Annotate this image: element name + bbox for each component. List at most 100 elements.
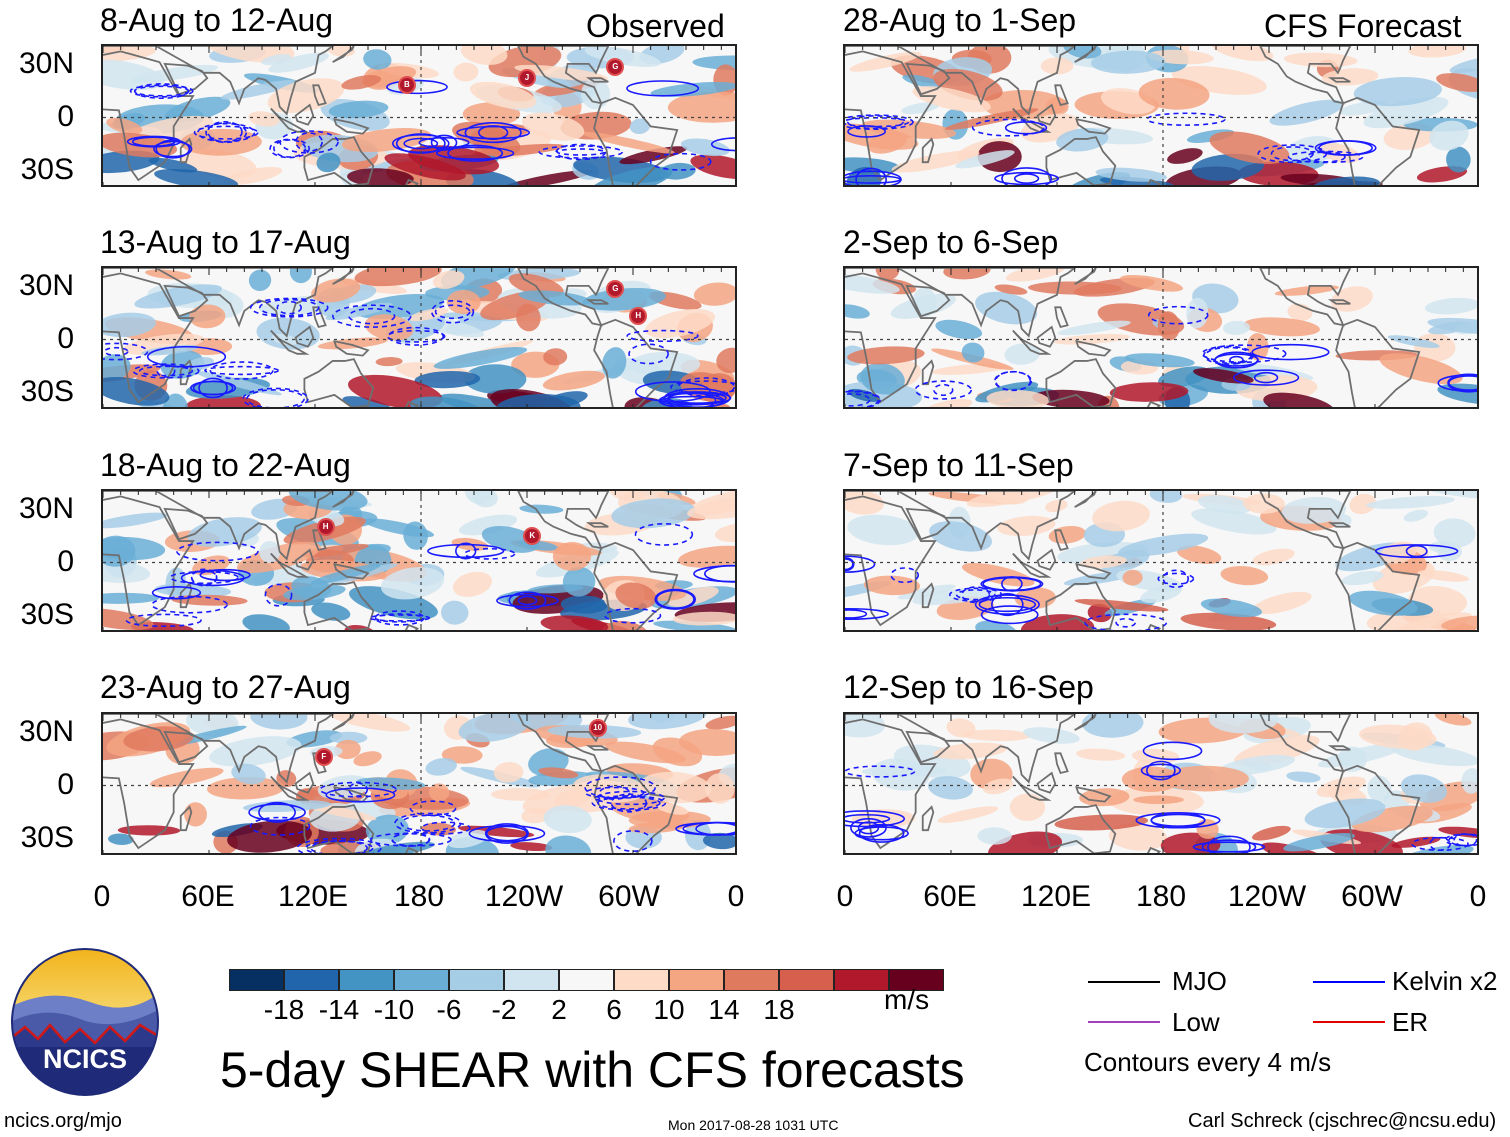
shear-shading <box>154 168 239 185</box>
kelvin-contour <box>659 395 724 406</box>
coastline <box>103 50 195 182</box>
legend-label-er: ER <box>1392 1007 1429 1037</box>
kelvin-contour <box>1001 167 1053 185</box>
coastline <box>404 846 420 853</box>
kelvin-contour <box>205 122 248 144</box>
shear-shading <box>311 278 361 303</box>
shear-shading <box>490 788 550 801</box>
shear-shading <box>1092 500 1150 532</box>
x-label-180-left: 180 <box>393 880 445 913</box>
map-panel-forecast-1 <box>843 44 1479 187</box>
shear-shading <box>242 799 331 813</box>
shear-shading <box>365 814 409 845</box>
coastline <box>303 136 375 185</box>
shear-shading <box>184 395 262 407</box>
kelvin-contour <box>994 171 1060 185</box>
coastline <box>1335 96 1421 185</box>
coastline <box>1146 178 1162 185</box>
kelvin-contour <box>138 365 194 377</box>
kelvin-contour <box>248 803 306 822</box>
kelvin-contour <box>704 564 735 583</box>
kelvin-contour <box>1013 173 1040 184</box>
kelvin-contour <box>368 614 431 622</box>
kelvin-contour <box>1437 374 1477 392</box>
shear-shading <box>206 777 285 800</box>
shear-shading <box>181 148 257 179</box>
colorbar-swatch <box>889 969 944 991</box>
shear-shading <box>1242 760 1272 771</box>
shear-shading <box>311 602 351 621</box>
coastline <box>1075 118 1112 135</box>
shear-shading <box>588 166 673 185</box>
kelvin-contour <box>658 392 725 407</box>
shear-shading <box>1461 768 1477 794</box>
cfs-forecast-label: CFS Forecast <box>1264 8 1462 44</box>
shear-shading <box>325 302 393 321</box>
shear-shading <box>288 491 368 511</box>
shear-shading <box>1118 533 1209 557</box>
kelvin-contour <box>1004 121 1048 135</box>
kelvin-contour <box>259 298 320 317</box>
coastline <box>163 730 209 764</box>
shear-shading <box>629 118 651 135</box>
shear-shading <box>983 778 1014 795</box>
shear-shading <box>493 762 524 783</box>
shear-shading <box>1040 57 1074 75</box>
coastline <box>1074 491 1097 508</box>
kelvin-contour <box>153 140 193 158</box>
shear-shading <box>261 54 292 66</box>
map-panel-observed-4: F 10 <box>101 712 737 855</box>
shear-shading <box>469 81 537 109</box>
shear-shading <box>103 512 168 529</box>
coastline <box>1327 522 1351 528</box>
coastline <box>585 299 609 305</box>
shear-shading <box>481 526 540 553</box>
kelvin-contour <box>125 613 202 628</box>
colorbar-swatch <box>834 969 889 991</box>
y-label-0-1: 0 <box>57 100 74 133</box>
shear-shading <box>687 495 735 520</box>
shear-shading <box>1180 612 1277 630</box>
shear-shading <box>362 841 435 853</box>
kelvin-contour <box>1162 569 1189 589</box>
kelvin-contour <box>974 594 1040 615</box>
colorbar-units: m/s <box>884 984 930 1015</box>
kelvin-contour <box>1207 835 1251 853</box>
shear-shading <box>693 282 735 306</box>
shear-shading <box>1167 148 1203 164</box>
kelvin-contour <box>597 796 661 810</box>
shear-shading <box>496 394 581 407</box>
map-svg <box>845 714 1477 853</box>
coastline <box>1054 306 1069 329</box>
coastline <box>1036 771 1057 794</box>
storm-marker: 10 <box>590 721 605 736</box>
colorbar-tick-label: -2 <box>491 994 517 1025</box>
legend-label-mjo: MJO <box>1172 966 1227 996</box>
shear-shading <box>1311 176 1381 185</box>
shear-shading <box>1109 382 1189 402</box>
kelvin-contour <box>626 80 700 97</box>
shear-shading <box>464 364 527 394</box>
shear-shading <box>540 615 609 630</box>
shear-shading <box>356 777 426 790</box>
colorbar-tick-label: -18 <box>263 994 305 1025</box>
footer-url[interactable]: ncics.org/mjo <box>4 1110 122 1132</box>
kelvin-contour <box>991 593 1024 617</box>
kelvin-contour <box>348 307 396 325</box>
kelvin-contour <box>948 587 1003 603</box>
colorbar-swatch <box>394 969 449 991</box>
coastline <box>1074 268 1097 285</box>
kelvin-contour <box>971 118 1045 137</box>
coastline <box>1074 46 1097 63</box>
shear-shading <box>705 773 735 804</box>
shear-shading <box>912 587 998 606</box>
coastline <box>1036 325 1057 348</box>
shear-shading <box>861 119 957 139</box>
kelvin-contour <box>847 115 904 130</box>
shear-shading <box>1433 518 1476 548</box>
coastline <box>1075 340 1112 357</box>
kelvin-contour <box>151 585 202 600</box>
footer-timestamp: Mon 2017-08-28 1031 UTC <box>668 1117 839 1133</box>
kelvin-contour <box>1140 763 1182 778</box>
shear-shading <box>1212 46 1274 62</box>
